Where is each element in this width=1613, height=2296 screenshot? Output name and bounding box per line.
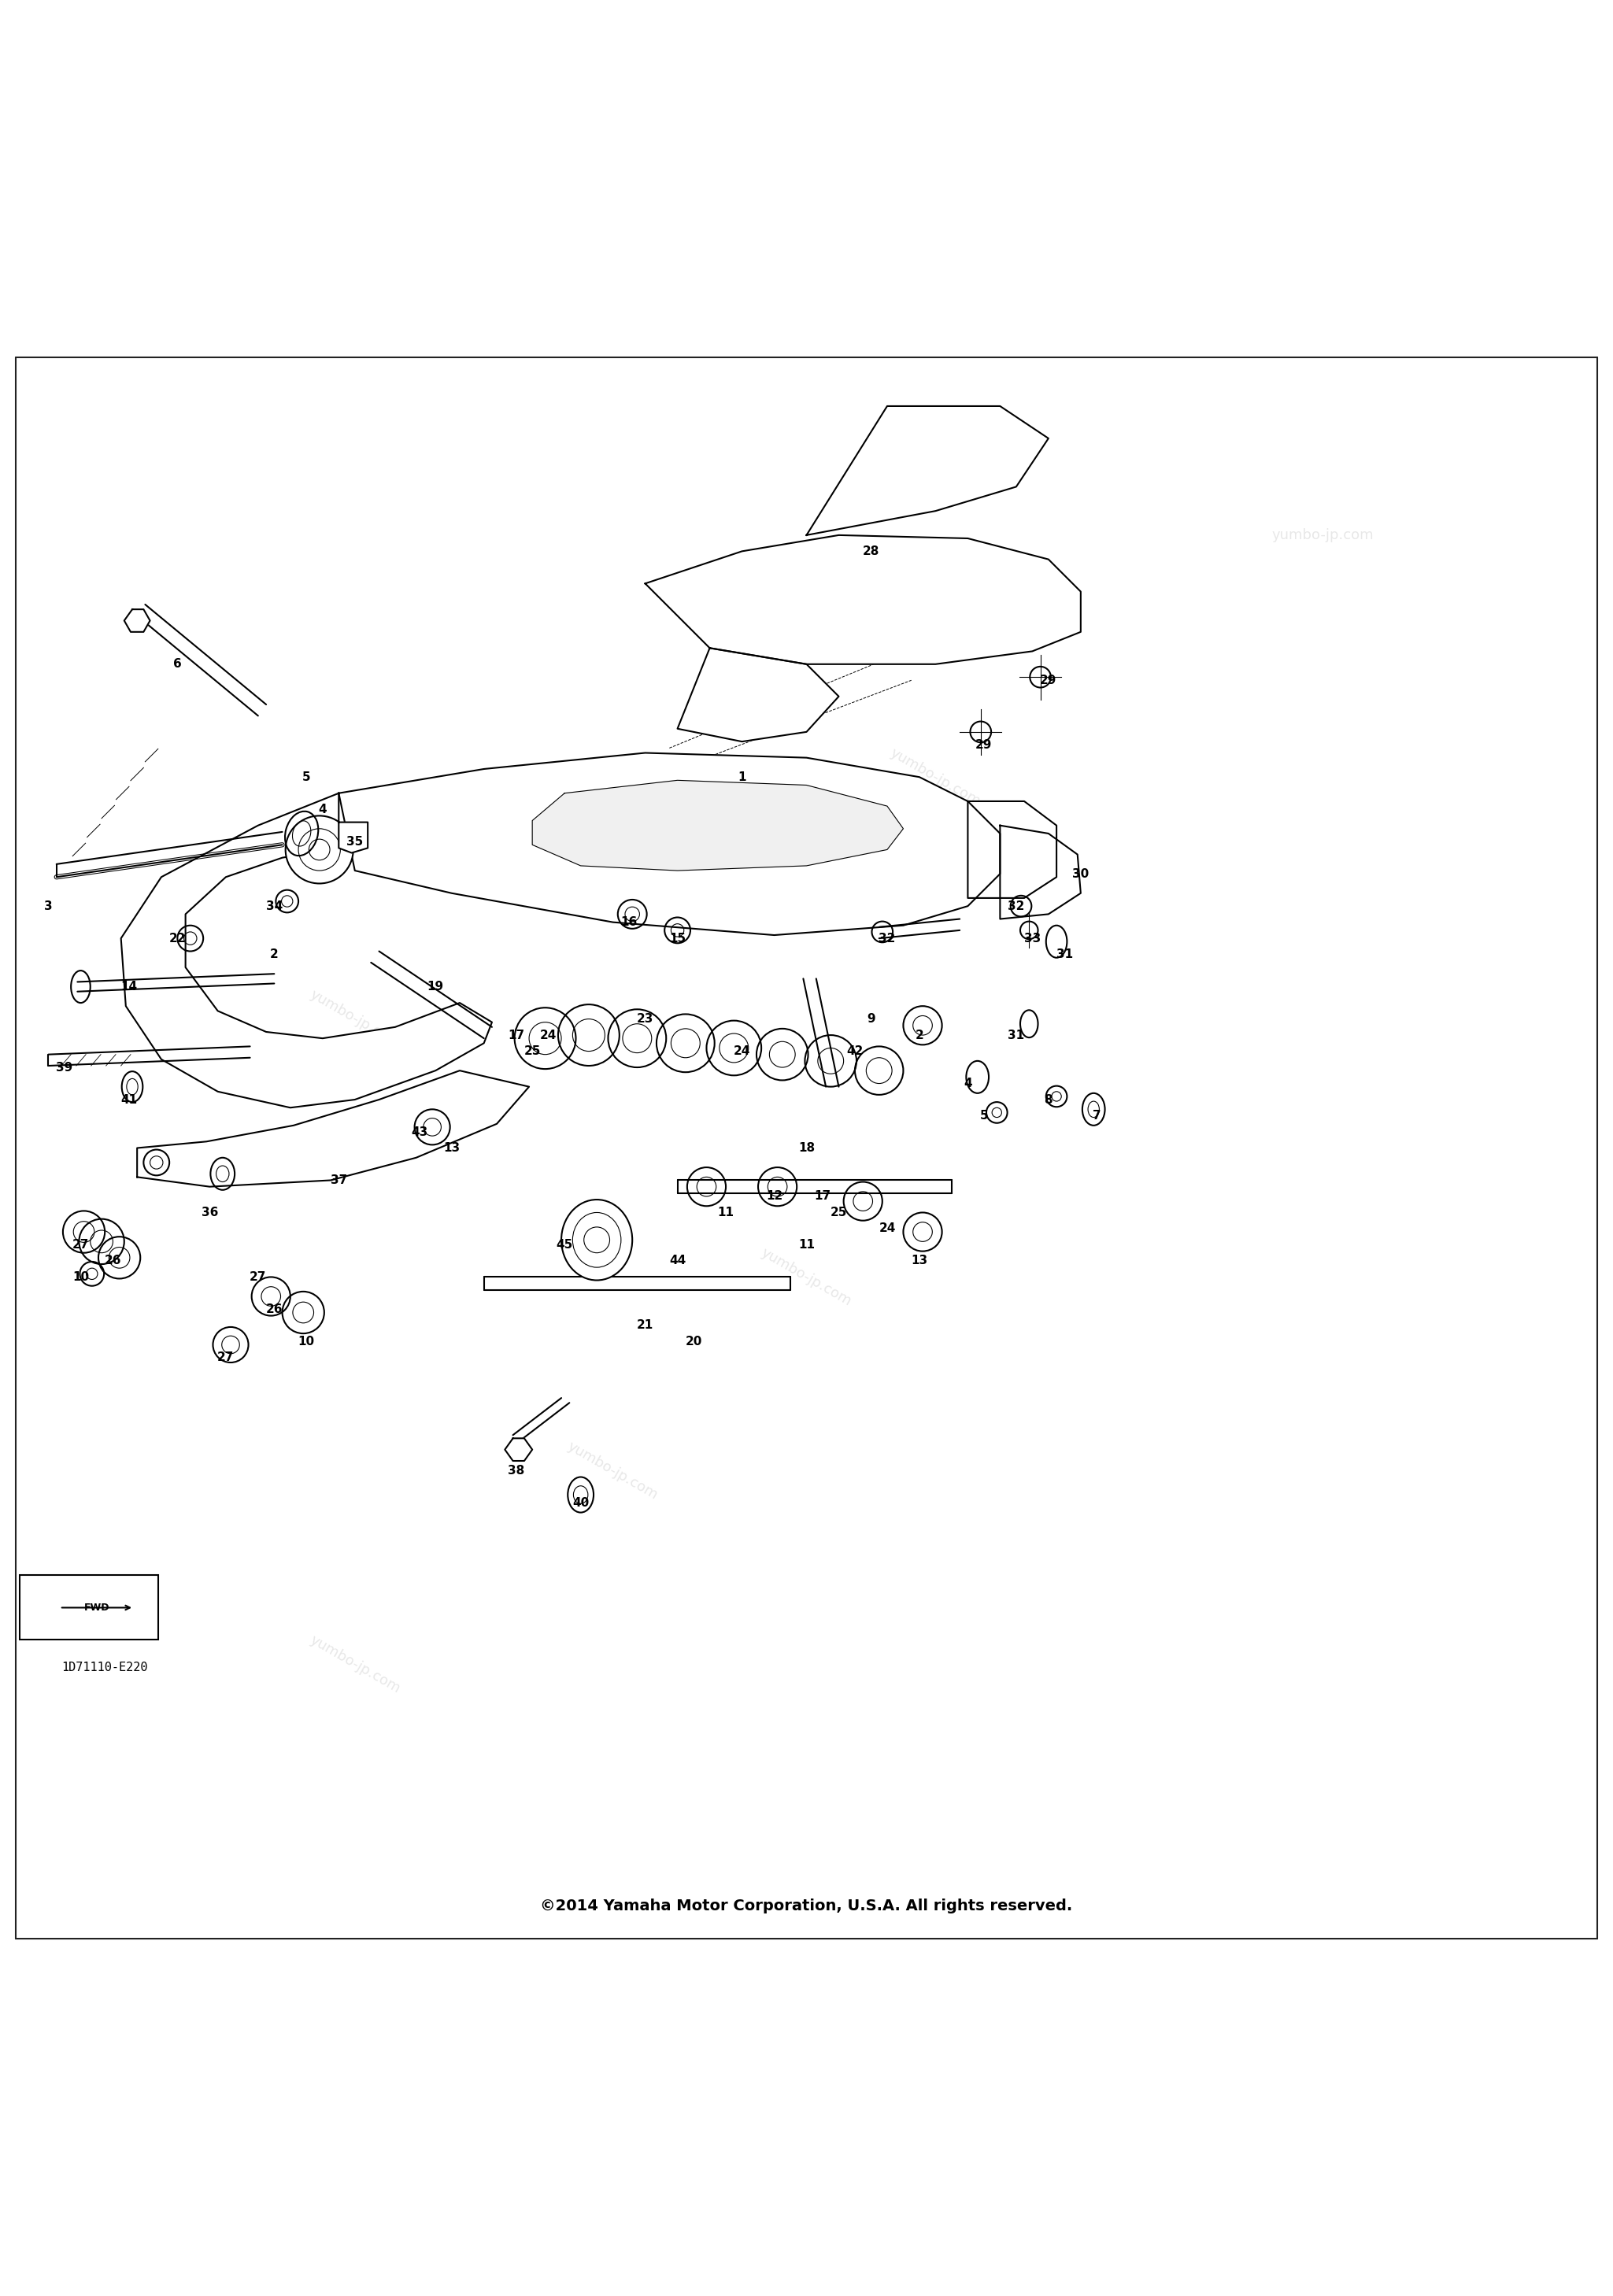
Ellipse shape bbox=[561, 1199, 632, 1281]
Text: 45: 45 bbox=[556, 1240, 573, 1251]
Text: 12: 12 bbox=[766, 1192, 782, 1203]
Text: 28: 28 bbox=[863, 546, 879, 558]
Text: 41: 41 bbox=[121, 1093, 137, 1104]
Text: 27: 27 bbox=[218, 1352, 234, 1364]
Text: 35: 35 bbox=[347, 836, 363, 847]
Text: 2: 2 bbox=[915, 1029, 924, 1040]
Text: 33: 33 bbox=[1024, 932, 1040, 944]
Text: 29: 29 bbox=[976, 739, 992, 751]
Text: 24: 24 bbox=[879, 1224, 895, 1235]
Text: 26: 26 bbox=[266, 1304, 282, 1316]
Text: 9: 9 bbox=[866, 1013, 876, 1024]
Text: 6: 6 bbox=[173, 659, 182, 670]
Text: 44: 44 bbox=[669, 1256, 686, 1267]
Text: 34: 34 bbox=[266, 900, 282, 912]
Text: 15: 15 bbox=[669, 932, 686, 944]
Text: yumbo-jp.com: yumbo-jp.com bbox=[758, 1244, 855, 1309]
Text: 42: 42 bbox=[847, 1045, 863, 1056]
Text: 14: 14 bbox=[121, 980, 137, 992]
Polygon shape bbox=[968, 801, 1057, 898]
Polygon shape bbox=[1000, 827, 1081, 918]
Polygon shape bbox=[532, 781, 903, 870]
Text: 10: 10 bbox=[298, 1336, 315, 1348]
Text: 7: 7 bbox=[1092, 1109, 1102, 1123]
Text: 30: 30 bbox=[1073, 868, 1089, 879]
Text: 36: 36 bbox=[202, 1208, 218, 1219]
Text: yumbo-jp.com: yumbo-jp.com bbox=[306, 1632, 403, 1697]
Text: 17: 17 bbox=[815, 1192, 831, 1203]
Text: 11: 11 bbox=[718, 1208, 734, 1219]
Text: 5: 5 bbox=[979, 1109, 989, 1123]
Text: 13: 13 bbox=[444, 1141, 460, 1155]
Text: 11: 11 bbox=[798, 1240, 815, 1251]
Text: 21: 21 bbox=[637, 1320, 653, 1332]
Ellipse shape bbox=[286, 815, 353, 884]
Polygon shape bbox=[806, 406, 1048, 535]
Text: 20: 20 bbox=[686, 1336, 702, 1348]
Text: 31: 31 bbox=[1057, 948, 1073, 960]
Text: 4: 4 bbox=[963, 1077, 973, 1088]
Text: 40: 40 bbox=[573, 1497, 589, 1508]
Polygon shape bbox=[645, 535, 1081, 664]
Text: 22: 22 bbox=[169, 932, 185, 944]
Text: yumbo-jp.com: yumbo-jp.com bbox=[306, 987, 403, 1052]
Text: 24: 24 bbox=[540, 1029, 556, 1040]
Text: 13: 13 bbox=[911, 1256, 927, 1267]
Text: 5: 5 bbox=[302, 771, 311, 783]
Polygon shape bbox=[124, 608, 150, 631]
Text: 38: 38 bbox=[508, 1465, 524, 1476]
Polygon shape bbox=[505, 1437, 532, 1460]
Text: 4: 4 bbox=[318, 804, 327, 815]
Text: 27: 27 bbox=[73, 1240, 89, 1251]
Polygon shape bbox=[339, 753, 1000, 934]
Text: 32: 32 bbox=[1008, 900, 1024, 912]
Text: yumbo-jp.com: yumbo-jp.com bbox=[1271, 528, 1374, 542]
Ellipse shape bbox=[903, 1006, 942, 1045]
Text: 3: 3 bbox=[44, 900, 53, 912]
Text: 24: 24 bbox=[734, 1045, 750, 1056]
Text: 25: 25 bbox=[831, 1208, 847, 1219]
Text: 2: 2 bbox=[269, 948, 279, 960]
Text: 43: 43 bbox=[411, 1125, 427, 1139]
Text: 17: 17 bbox=[508, 1029, 524, 1040]
Text: 16: 16 bbox=[621, 916, 637, 928]
Text: FWD: FWD bbox=[84, 1603, 110, 1612]
Text: 1D71110-E220: 1D71110-E220 bbox=[61, 1662, 147, 1674]
Text: 25: 25 bbox=[524, 1045, 540, 1056]
Text: 39: 39 bbox=[56, 1061, 73, 1072]
Text: 19: 19 bbox=[427, 980, 444, 992]
Text: yumbo-jp.com: yumbo-jp.com bbox=[887, 746, 984, 808]
Text: 26: 26 bbox=[105, 1256, 121, 1267]
Polygon shape bbox=[121, 792, 492, 1107]
Text: 31: 31 bbox=[1008, 1029, 1024, 1040]
Text: yumbo-jp.com: yumbo-jp.com bbox=[565, 1440, 661, 1502]
Polygon shape bbox=[677, 647, 839, 742]
Polygon shape bbox=[137, 1070, 529, 1187]
Text: 10: 10 bbox=[73, 1272, 89, 1283]
Text: 8: 8 bbox=[1044, 1093, 1053, 1104]
Text: 23: 23 bbox=[637, 1013, 653, 1024]
Text: ©2014 Yamaha Motor Corporation, U.S.A. All rights reserved.: ©2014 Yamaha Motor Corporation, U.S.A. A… bbox=[540, 1899, 1073, 1913]
Polygon shape bbox=[339, 822, 368, 852]
Text: 37: 37 bbox=[331, 1173, 347, 1187]
Text: 1: 1 bbox=[737, 771, 747, 783]
Text: 27: 27 bbox=[250, 1272, 266, 1283]
Text: 32: 32 bbox=[879, 932, 895, 944]
Text: 18: 18 bbox=[798, 1141, 815, 1155]
Text: 29: 29 bbox=[1040, 675, 1057, 687]
